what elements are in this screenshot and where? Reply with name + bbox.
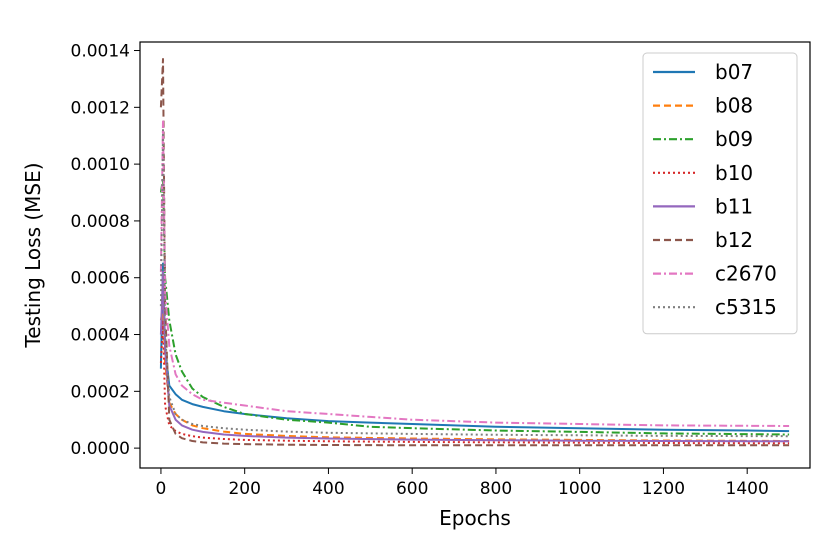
series-line-b12 [159, 58, 790, 447]
x-tick-label: 800 [480, 479, 512, 499]
x-tick-label: 600 [396, 479, 428, 499]
legend-label-b08: b08 [715, 94, 753, 118]
legend-label-b07: b07 [715, 60, 753, 84]
y-tick-label: 0.0002 [71, 382, 130, 402]
x-axis-label: Epochs [439, 506, 511, 530]
y-tick-label: 0.0012 [71, 98, 130, 118]
x-tick-label: 1400 [726, 479, 769, 499]
y-tick-label: 0.0000 [71, 439, 130, 459]
legend-label-b10: b10 [715, 161, 753, 185]
y-tick-label: 0.0006 [71, 269, 130, 289]
legend-frame [642, 52, 798, 335]
x-tick-label: 400 [312, 479, 344, 499]
legend: b07 b08 b09 b10 b11 b12 c2670 c5315 [642, 52, 798, 335]
x-tick-label: 1200 [642, 479, 685, 499]
y-tick-label: 0.0014 [71, 42, 130, 62]
y-axis-label: Testing Loss (MSE) [21, 162, 45, 348]
legend-label-b12: b12 [715, 228, 753, 252]
x-axis: 0 200 400 600 800 1000 1200 1400 [156, 468, 769, 499]
legend-label-b09: b09 [715, 127, 753, 151]
series-line-b09 [159, 177, 790, 436]
x-tick-label: 1000 [558, 479, 601, 499]
x-tick-label: 0 [156, 479, 167, 499]
x-tick-label: 200 [228, 479, 260, 499]
legend-label-c5315: c5315 [715, 295, 777, 319]
y-axis: 0.0000 0.0002 0.0004 0.0006 0.0008 0.0010 0.00… [71, 42, 140, 459]
legend-label-b11: b11 [715, 194, 753, 218]
y-tick-label: 0.0004 [71, 326, 130, 346]
y-tick-label: 0.0010 [71, 155, 130, 175]
y-tick-label: 0.0008 [71, 212, 130, 232]
plot-frame [139, 41, 811, 469]
series-layer [159, 58, 790, 447]
series-line-b10 [159, 319, 790, 445]
legend-label-c2670: c2670 [715, 262, 777, 286]
